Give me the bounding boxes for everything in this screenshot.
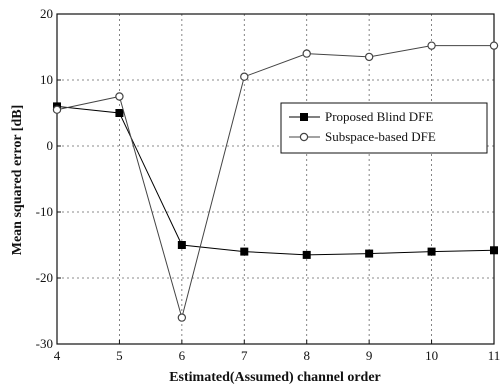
x-tick-label: 6 <box>179 348 186 363</box>
y-tick-label: 10 <box>40 72 53 87</box>
x-tick-label: 9 <box>366 348 373 363</box>
data-point <box>115 92 124 101</box>
legend-label: Subspace-based DFE <box>325 129 436 144</box>
x-axis-label: Estimated(Assumed) channel order <box>169 370 381 385</box>
data-point <box>240 72 249 81</box>
data-point <box>240 247 249 256</box>
legend-marker <box>299 132 309 142</box>
y-tick-label: 20 <box>40 6 53 21</box>
x-tick-label: 4 <box>54 348 61 363</box>
data-point <box>490 246 498 255</box>
y-axis-label: Mean squared error [dB] <box>10 105 25 256</box>
data-point <box>489 41 499 50</box>
legend-entry: Proposed Blind DFE <box>289 109 433 124</box>
legend-entry: Subspace-based DFE <box>289 129 436 144</box>
x-tick-label: 7 <box>241 348 248 363</box>
data-point <box>52 105 62 114</box>
data-point <box>177 313 187 322</box>
legend-label: Proposed Blind DFE <box>325 109 433 124</box>
series-line <box>56 45 494 320</box>
y-tick-label: 0 <box>47 138 54 153</box>
x-tick-label: 10 <box>425 348 438 363</box>
y-tick-label: -20 <box>36 270 53 285</box>
x-tick-label: 11 <box>488 348 501 363</box>
data-point <box>177 241 186 249</box>
data-point <box>365 249 374 258</box>
tick-layer: 4 5 6 7 8 9 10 11 -30 -20 -10 0 10 20 <box>36 6 501 363</box>
data-point <box>364 52 374 62</box>
data-point <box>302 250 311 259</box>
series-layer <box>52 41 499 322</box>
series <box>52 41 499 322</box>
x-tick-label: 8 <box>303 348 310 363</box>
y-tick-label: -30 <box>36 336 53 351</box>
legend-marker <box>300 113 308 121</box>
x-tick-label: 5 <box>116 348 123 363</box>
data-point <box>302 49 311 58</box>
data-point <box>427 41 436 50</box>
grid-layer <box>57 14 494 344</box>
data-point <box>115 109 124 117</box>
data-point <box>427 247 436 256</box>
plot-frame <box>56 13 495 345</box>
legend: Proposed Blind DFE Subspace-based DFE <box>280 102 488 154</box>
legend-box <box>280 102 488 154</box>
y-tick-label: -10 <box>36 204 53 219</box>
